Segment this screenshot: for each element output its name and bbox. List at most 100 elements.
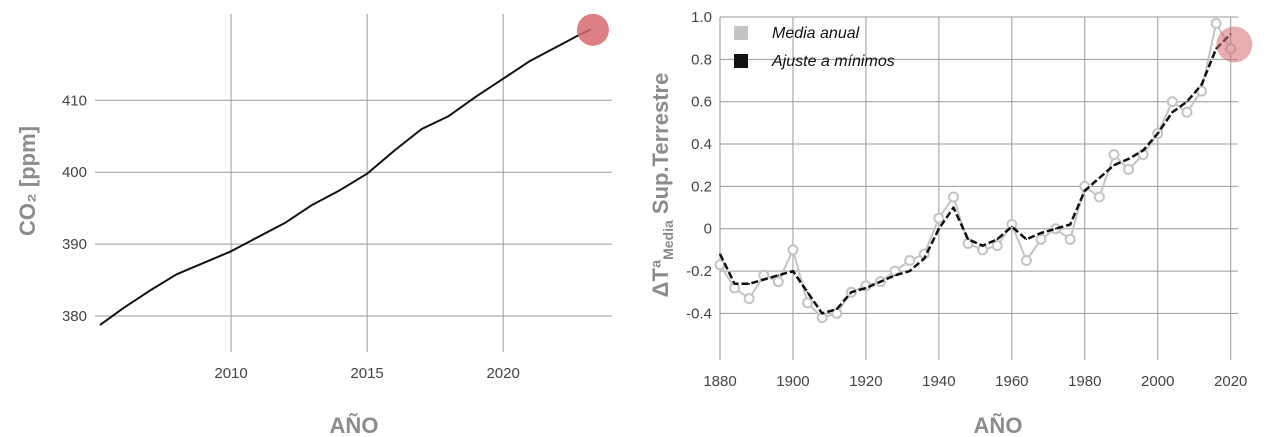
fit-point [879, 280, 882, 283]
fit-point [1200, 83, 1203, 86]
annual-mean-point [947, 191, 959, 203]
fit-point [792, 270, 794, 272]
annual-mean-point [1006, 218, 1018, 230]
annual-mean-point [904, 254, 916, 266]
annual-mean-point [802, 297, 814, 309]
co2-x-axis-label: AÑO [330, 413, 379, 437]
temp-y-tick: 1.0 [691, 9, 712, 26]
co2-data-point [230, 250, 232, 253]
annual-mean-point [1064, 233, 1076, 245]
fit-line [718, 33, 1232, 315]
temp-highlight-marker [1216, 26, 1253, 63]
co2-data-point [257, 236, 260, 238]
temp-y-tick: 0.4 [691, 136, 712, 153]
co2-data-point [556, 45, 559, 48]
temp-x-tick: 1920 [849, 373, 882, 390]
fit-point [777, 274, 780, 277]
co2-x-tick: 2015 [350, 365, 383, 382]
temp-y-axis-label-main: ΔTª [648, 259, 673, 297]
co2-series-line [99, 28, 591, 326]
temp-x-axis-label: AÑO [974, 413, 1023, 437]
fit-point [1156, 132, 1159, 135]
co2-data-point [366, 172, 368, 175]
annual-mean-point [714, 259, 726, 271]
temp-x-tick: 1940 [922, 373, 955, 390]
co2-data-point [502, 77, 504, 80]
fit-point [967, 238, 969, 241]
co2-x-tick: 2010 [214, 365, 247, 382]
co2-series [99, 13, 609, 326]
annual-mean-point [1108, 149, 1120, 161]
annual-mean-point [1123, 163, 1135, 175]
co2-chart: 2010 2015 2020 380 390 400 410 AÑO CO₂ [ppm] [15, 13, 612, 437]
co2-data-point [148, 290, 151, 292]
fit-point [1127, 158, 1130, 160]
temp-x-tick: 1960 [995, 373, 1028, 390]
co2-y-tick-labels: 380 390 400 410 [62, 92, 87, 325]
co2-data-point [203, 262, 205, 264]
fit-point [806, 291, 809, 294]
temp-y-axis-label-sub: Media [660, 220, 676, 260]
annual-mean-point [743, 293, 755, 305]
annual-mean-point [1166, 96, 1178, 108]
co2-y-axis-label: CO₂ [ppm] [15, 126, 40, 236]
temp-y-tick-labels: -0.4 -0.2 0 0.2 0.4 0.6 0.8 1.0 [686, 9, 712, 322]
co2-data-point [175, 273, 178, 276]
temp-x-tick-labels: 1880 1900 1920 1940 1960 1980 2000 2020 [703, 373, 1247, 390]
co2-data-point [393, 149, 396, 152]
temp-y-axis-label-rest: Sup.Terrestre [648, 73, 673, 221]
temp-x-tick: 1880 [703, 373, 736, 390]
fit-point [1113, 164, 1115, 167]
fit-point [952, 206, 955, 209]
temp-y-tick: 0.8 [691, 51, 712, 68]
fit-point [733, 282, 736, 285]
fit-point [850, 291, 853, 294]
co2-y-tick: 380 [62, 308, 87, 325]
co2-data-point [339, 189, 341, 191]
temp-x-tick: 2000 [1141, 373, 1174, 390]
temp-y-axis-label: ΔTªMedia Sup.Terrestre [648, 73, 676, 298]
co2-x-tick: 2020 [486, 365, 519, 382]
temp-legend: Media anual Ajuste a mínimos [734, 25, 895, 70]
fit-point [908, 270, 911, 272]
fit-point [1215, 47, 1217, 50]
temp-y-tick: 0.2 [691, 178, 712, 195]
fit-point [1025, 238, 1028, 241]
fit-point [719, 253, 721, 255]
co2-y-tick: 390 [62, 236, 87, 253]
co2-data-point [529, 59, 532, 62]
fit-point [981, 244, 984, 247]
co2-y-tick: 400 [62, 164, 87, 181]
fit-point [1171, 111, 1174, 114]
temp-y-tick: -0.4 [686, 305, 712, 322]
legend-label-media-anual: Media anual [772, 25, 860, 42]
co2-highlight-marker [576, 13, 609, 46]
fit-point [1098, 177, 1101, 179]
fit-point [1083, 189, 1086, 192]
fit-point [894, 274, 896, 277]
legend-label-ajuste: Ajuste a mínimos [771, 53, 895, 70]
temp-x-tick: 2020 [1214, 373, 1247, 390]
legend-swatch-ajuste [734, 54, 748, 68]
temperature-chart: 1880 1900 1920 1940 1960 1980 2000 2020 -0.4-0.… [648, 9, 1253, 437]
fit-point [1040, 232, 1042, 234]
temp-series [714, 17, 1253, 324]
co2-data-point [121, 308, 124, 310]
annual-mean-point [772, 276, 784, 288]
fit-point [865, 287, 867, 289]
temp-x-tick: 1980 [1068, 373, 1101, 390]
co2-data-point [475, 95, 477, 98]
annual-mean-point [1093, 191, 1105, 203]
co2-data-point [420, 128, 423, 130]
annual-mean-point [1035, 233, 1047, 245]
co2-data-point [99, 323, 102, 326]
temp-y-tick: -0.2 [686, 263, 712, 280]
fit-point [996, 238, 999, 241]
co2-data-point [284, 221, 287, 224]
fit-point [923, 257, 926, 260]
co2-data-point [447, 115, 450, 117]
temp-y-tick: 0.6 [691, 94, 712, 111]
co2-y-tick: 410 [62, 92, 87, 109]
fit-point [1142, 149, 1144, 152]
